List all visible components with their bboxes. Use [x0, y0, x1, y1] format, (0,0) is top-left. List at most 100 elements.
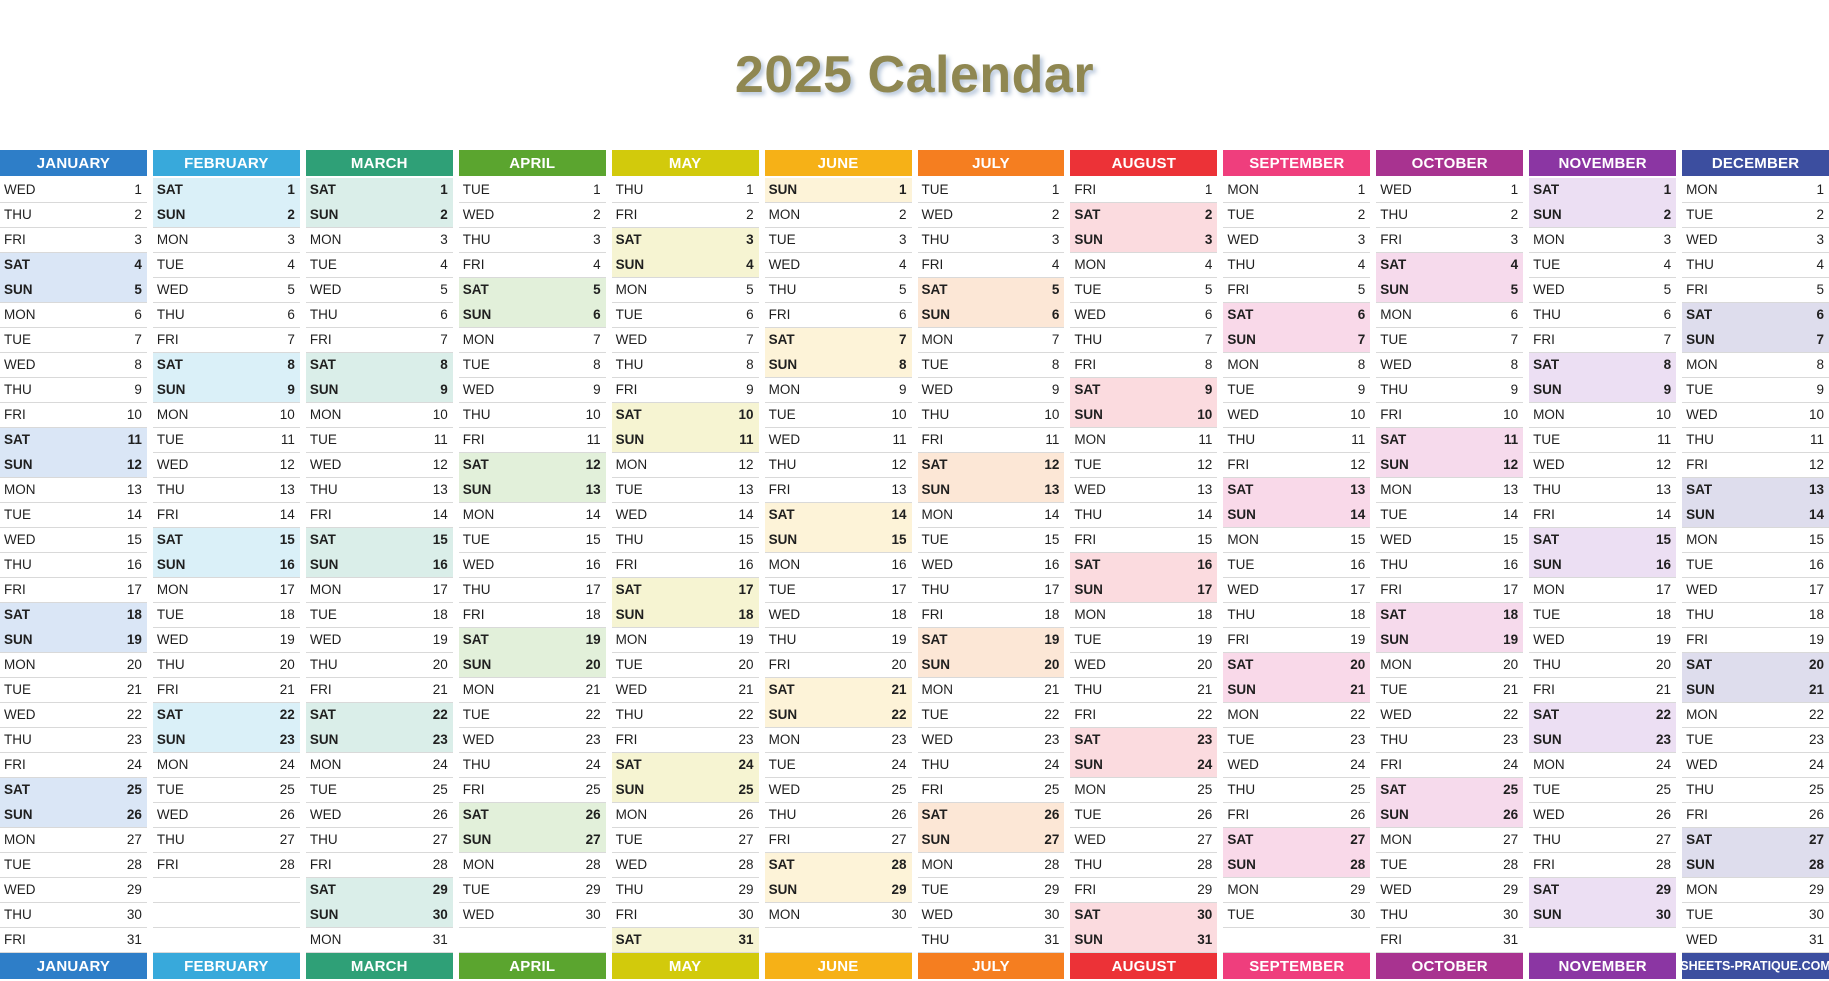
weekday-label: TUE [1074, 807, 1102, 823]
day-number: 6 [593, 307, 601, 323]
weekday-label: WED [921, 557, 954, 573]
day-row: WED 9 [458, 378, 606, 403]
day-number: 22 [891, 707, 907, 723]
weekday-label: THU [768, 282, 797, 298]
empty-day-cell [152, 903, 300, 928]
day-number: 13 [585, 482, 601, 498]
day-row: SAT 8 [152, 353, 300, 378]
day-number: 3 [1357, 232, 1366, 248]
weekday-label: TUE [4, 507, 31, 523]
day-number: 2 [134, 207, 142, 223]
day-row: SAT 17 [611, 578, 759, 603]
day-row: THU 29 [611, 878, 759, 903]
day-number: 30 [1808, 907, 1824, 923]
day-number: 16 [1197, 557, 1213, 573]
weekday-label: SUN [309, 907, 339, 923]
calendar-grid: JANUARY WED 1 THU 2 FRI 3 SAT 4 SUN 5 MON 6 TUE 7 WED 8 T… [0, 150, 1829, 979]
day-number: 2 [593, 207, 601, 223]
day-number: 13 [1808, 482, 1824, 498]
day-number: 21 [1503, 682, 1519, 698]
weekday-label: SAT [768, 857, 795, 873]
day-row: TUE 18 [305, 603, 453, 628]
day-row: TUE 15 [917, 528, 1065, 553]
weekday-label: TUE [156, 607, 184, 623]
day-number: 5 [1510, 282, 1519, 298]
day-number: 6 [746, 307, 754, 323]
weekday-label: SAT [462, 632, 489, 648]
day-row: SUN 9 [1529, 378, 1677, 403]
day-row: TUE 2 [1682, 203, 1829, 228]
weekday-label: MON [4, 657, 36, 673]
day-row: WED 3 [1682, 228, 1829, 253]
day-number: 2 [1204, 207, 1213, 223]
day-row: MON 3 [1529, 228, 1677, 253]
weekday-label: SUN [1074, 757, 1103, 773]
day-row: SAT 8 [1529, 353, 1677, 378]
day-row: SAT 15 [305, 528, 453, 553]
weekday-label: MON [1227, 882, 1259, 898]
day-number: 29 [585, 882, 601, 898]
day-row: FRI 3 [1376, 228, 1524, 253]
weekday-label: MON [1380, 482, 1412, 498]
weekday-label: SUN [4, 632, 33, 648]
day-number: 30 [585, 907, 601, 923]
weekday-label: THU [1686, 432, 1714, 448]
day-number: 7 [1663, 332, 1672, 348]
day-number: 13 [1350, 482, 1366, 498]
day-row: TUE 5 [1070, 278, 1218, 303]
day-number: 29 [891, 882, 907, 898]
weekday-label: MON [1533, 407, 1565, 423]
weekday-label: FRI [921, 782, 944, 798]
weekday-label: FRI [1074, 532, 1097, 548]
weekday-label: FRI [156, 332, 179, 348]
day-number: 11 [1045, 432, 1060, 448]
day-number: 11 [739, 432, 754, 448]
weekday-label: TUE [921, 707, 949, 723]
weekday-label: THU [1380, 907, 1408, 923]
weekday-label: TUE [4, 682, 31, 698]
day-number: 27 [279, 832, 295, 848]
day-number: 11 [280, 432, 295, 448]
weekday-label: FRI [1533, 857, 1555, 873]
weekday-label: WED [309, 807, 342, 823]
weekday-label: WED [4, 882, 36, 898]
weekday-label: TUE [462, 532, 490, 548]
day-number: 9 [1510, 382, 1519, 398]
day-row: SUN 13 [458, 478, 606, 503]
weekday-label: TUE [156, 432, 184, 448]
weekday-label: SAT [615, 407, 642, 423]
day-number: 10 [585, 407, 601, 423]
day-row: THU 20 [1529, 653, 1677, 678]
month-footer: AUGUST [1070, 953, 1218, 979]
weekday-label: FRI [1227, 807, 1250, 823]
weekday-label: WED [462, 557, 495, 573]
day-number: 11 [586, 432, 601, 448]
day-row: FRI 24 [0, 753, 147, 778]
day-number: 1 [287, 182, 295, 198]
day-row: SUN 20 [458, 653, 606, 678]
weekday-label: WED [921, 207, 954, 223]
day-number: 3 [1051, 232, 1060, 248]
weekday-label: FRI [1074, 707, 1097, 723]
weekday-label: SUN [4, 457, 33, 473]
weekday-label: THU [1227, 607, 1256, 623]
day-number: 24 [1197, 757, 1213, 773]
day-row: MON 29 [1223, 878, 1371, 903]
day-row: MON 3 [152, 228, 300, 253]
day-number: 16 [891, 557, 907, 573]
day-row: TUE 23 [1223, 728, 1371, 753]
day-row: SAT 22 [1529, 703, 1677, 728]
weekday-label: TUE [156, 257, 184, 273]
weekday-label: SUN [921, 307, 951, 323]
weekday-label: TUE [309, 607, 337, 623]
day-number: 17 [126, 582, 142, 598]
day-row: FRI 1 [1070, 178, 1218, 203]
weekday-label: SAT [1533, 357, 1560, 373]
day-row: WED 29 [1376, 878, 1524, 903]
day-number: 5 [287, 282, 295, 298]
weekday-label: TUE [768, 232, 796, 248]
day-number: 11 [1351, 432, 1366, 448]
site-link[interactable]: SHEETS-PRATIQUE.COM [1680, 953, 1829, 979]
day-number: 17 [279, 582, 295, 598]
day-number: 7 [898, 332, 907, 348]
